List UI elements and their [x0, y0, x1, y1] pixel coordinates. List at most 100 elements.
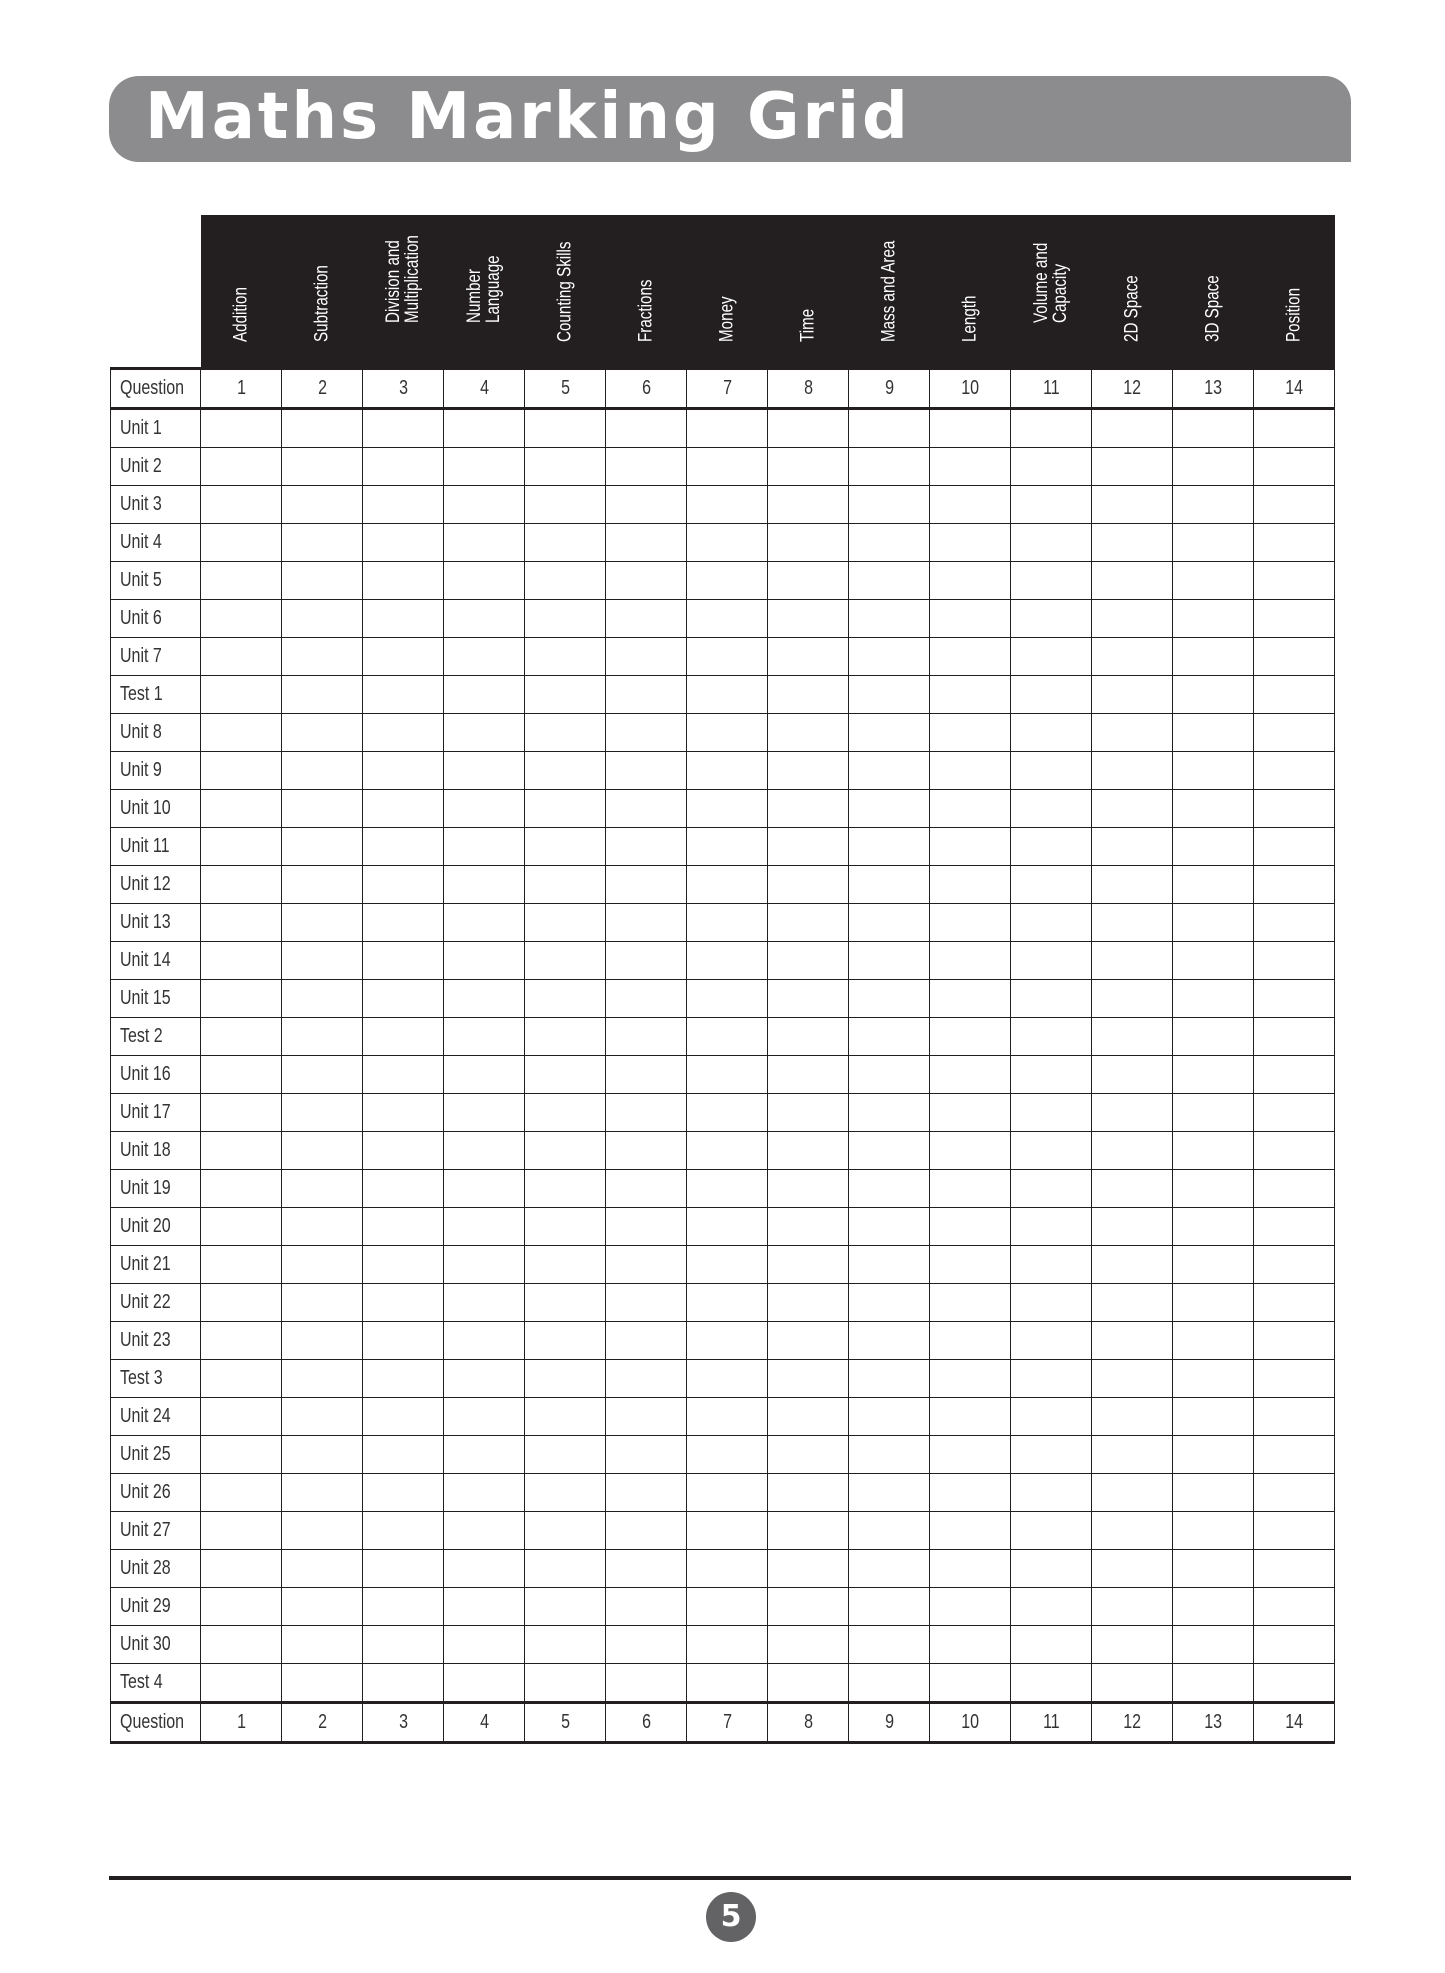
mark-cell[interactable]: [362, 1169, 445, 1208]
mark-cell[interactable]: [524, 1473, 607, 1512]
mark-cell[interactable]: [1172, 1549, 1255, 1588]
mark-cell[interactable]: [1010, 561, 1093, 600]
mark-cell[interactable]: [1091, 1131, 1174, 1170]
mark-cell[interactable]: [929, 408, 1012, 448]
mark-cell[interactable]: [362, 1055, 445, 1094]
mark-cell[interactable]: [605, 979, 688, 1018]
mark-cell[interactable]: [443, 827, 526, 866]
mark-cell[interactable]: [1091, 408, 1174, 448]
mark-cell[interactable]: [605, 827, 688, 866]
mark-cell[interactable]: [848, 713, 931, 752]
mark-cell[interactable]: [362, 1283, 445, 1322]
mark-cell[interactable]: [281, 979, 364, 1018]
mark-cell[interactable]: [362, 1435, 445, 1474]
mark-cell[interactable]: [1172, 637, 1255, 676]
mark-cell[interactable]: [1172, 789, 1255, 828]
mark-cell[interactable]: [767, 637, 850, 676]
mark-cell[interactable]: [200, 979, 283, 1018]
mark-cell[interactable]: [767, 713, 850, 752]
mark-cell[interactable]: [524, 561, 607, 600]
mark-cell[interactable]: [1253, 1017, 1336, 1056]
mark-cell[interactable]: [200, 637, 283, 676]
mark-cell[interactable]: [605, 789, 688, 828]
mark-cell[interactable]: [767, 408, 850, 448]
mark-cell[interactable]: [929, 1663, 1012, 1703]
mark-cell[interactable]: [605, 1473, 688, 1512]
mark-cell[interactable]: [443, 903, 526, 942]
mark-cell[interactable]: [524, 1359, 607, 1398]
mark-cell[interactable]: [1172, 1397, 1255, 1436]
mark-cell[interactable]: [1172, 1207, 1255, 1246]
mark-cell[interactable]: [1091, 789, 1174, 828]
mark-cell[interactable]: [929, 1625, 1012, 1664]
mark-cell[interactable]: [443, 1169, 526, 1208]
mark-cell[interactable]: [767, 827, 850, 866]
mark-cell[interactable]: [1091, 1587, 1174, 1626]
mark-cell[interactable]: [362, 789, 445, 828]
mark-cell[interactable]: [200, 1549, 283, 1588]
mark-cell[interactable]: [524, 637, 607, 676]
mark-cell[interactable]: [1253, 1587, 1336, 1626]
mark-cell[interactable]: [1253, 637, 1336, 676]
mark-cell[interactable]: [1010, 1131, 1093, 1170]
mark-cell[interactable]: [362, 637, 445, 676]
mark-cell[interactable]: [362, 1207, 445, 1246]
mark-cell[interactable]: [1091, 1169, 1174, 1208]
mark-cell[interactable]: [1091, 1093, 1174, 1132]
mark-cell[interactable]: [767, 1131, 850, 1170]
mark-cell[interactable]: [524, 1207, 607, 1246]
mark-cell[interactable]: [1172, 865, 1255, 904]
mark-cell[interactable]: [1253, 1549, 1336, 1588]
mark-cell[interactable]: [767, 561, 850, 600]
mark-cell[interactable]: [443, 637, 526, 676]
mark-cell[interactable]: [1091, 1245, 1174, 1284]
mark-cell[interactable]: [1091, 1511, 1174, 1550]
mark-cell[interactable]: [362, 979, 445, 1018]
mark-cell[interactable]: [281, 1131, 364, 1170]
mark-cell[interactable]: [605, 1055, 688, 1094]
mark-cell[interactable]: [443, 1131, 526, 1170]
mark-cell[interactable]: [1010, 1245, 1093, 1284]
mark-cell[interactable]: [686, 713, 769, 752]
mark-cell[interactable]: [443, 1435, 526, 1474]
mark-cell[interactable]: [362, 1663, 445, 1703]
mark-cell[interactable]: [524, 1511, 607, 1550]
mark-cell[interactable]: [1091, 1625, 1174, 1664]
mark-cell[interactable]: [362, 599, 445, 638]
mark-cell[interactable]: [1010, 408, 1093, 448]
mark-cell[interactable]: [1172, 485, 1255, 524]
mark-cell[interactable]: [200, 523, 283, 562]
mark-cell[interactable]: [281, 1549, 364, 1588]
mark-cell[interactable]: [1253, 1207, 1336, 1246]
mark-cell[interactable]: [767, 1473, 850, 1512]
mark-cell[interactable]: [605, 713, 688, 752]
mark-cell[interactable]: [929, 1359, 1012, 1398]
mark-cell[interactable]: [281, 1435, 364, 1474]
mark-cell[interactable]: [767, 1625, 850, 1664]
mark-cell[interactable]: [848, 1207, 931, 1246]
mark-cell[interactable]: [929, 1207, 1012, 1246]
mark-cell[interactable]: [686, 1587, 769, 1626]
mark-cell[interactable]: [1010, 675, 1093, 714]
mark-cell[interactable]: [1172, 1435, 1255, 1474]
mark-cell[interactable]: [929, 1245, 1012, 1284]
mark-cell[interactable]: [767, 1321, 850, 1360]
mark-cell[interactable]: [524, 1397, 607, 1436]
mark-cell[interactable]: [443, 1207, 526, 1246]
mark-cell[interactable]: [443, 1017, 526, 1056]
mark-cell[interactable]: [848, 941, 931, 980]
mark-cell[interactable]: [686, 1397, 769, 1436]
mark-cell[interactable]: [1253, 1131, 1336, 1170]
mark-cell[interactable]: [686, 979, 769, 1018]
mark-cell[interactable]: [1172, 1131, 1255, 1170]
mark-cell[interactable]: [1253, 1359, 1336, 1398]
mark-cell[interactable]: [524, 979, 607, 1018]
mark-cell[interactable]: [443, 1473, 526, 1512]
mark-cell[interactable]: [281, 1245, 364, 1284]
mark-cell[interactable]: [1010, 1587, 1093, 1626]
mark-cell[interactable]: [686, 561, 769, 600]
mark-cell[interactable]: [1010, 485, 1093, 524]
mark-cell[interactable]: [200, 1017, 283, 1056]
mark-cell[interactable]: [686, 523, 769, 562]
mark-cell[interactable]: [200, 1055, 283, 1094]
